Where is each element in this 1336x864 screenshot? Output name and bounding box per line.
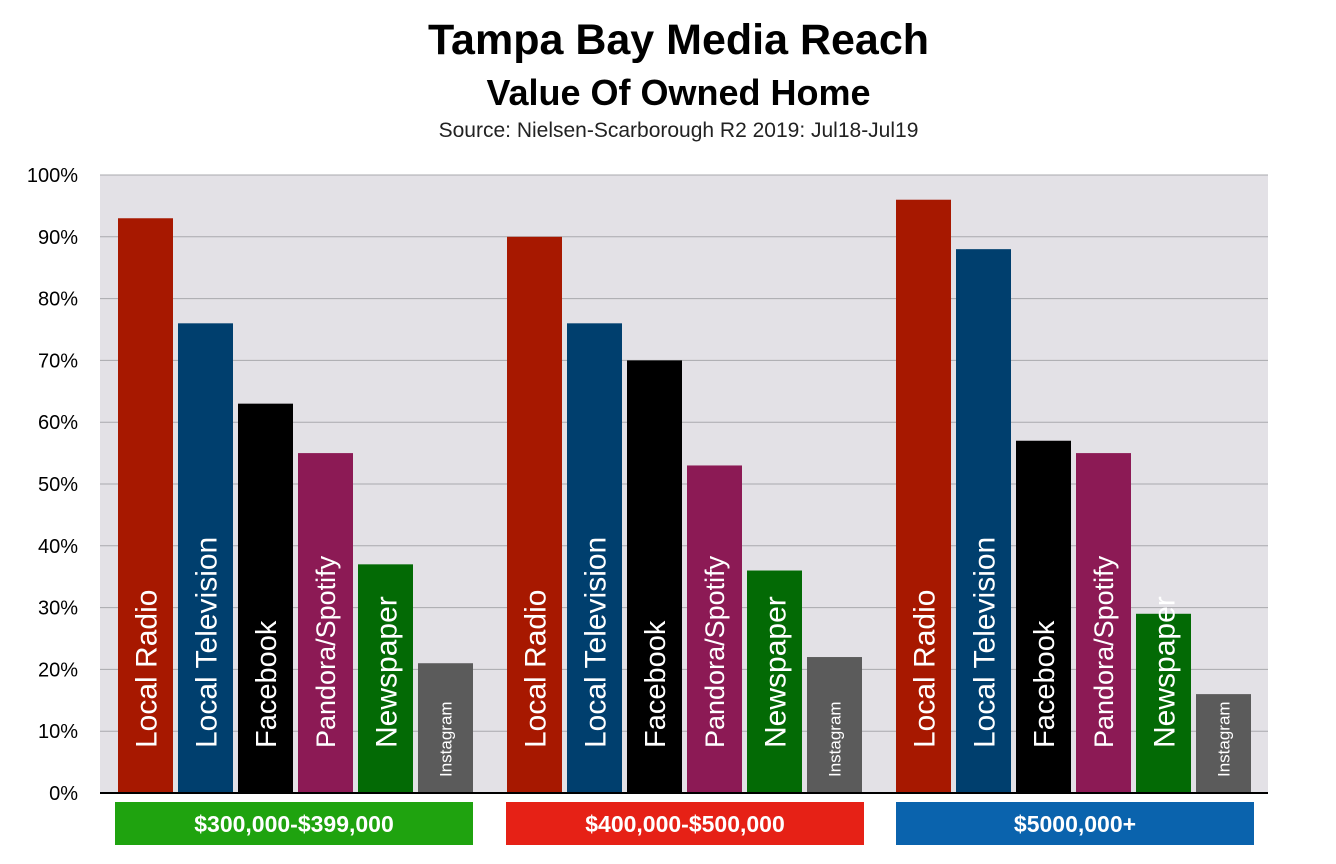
- y-tick-label: 10%: [38, 721, 78, 743]
- category-label-box: $400,000-$500,000: [506, 802, 864, 845]
- bar: [687, 465, 742, 793]
- y-tick-label: 100%: [27, 165, 78, 187]
- bar: [178, 323, 233, 793]
- bar: [507, 236, 562, 794]
- y-tick-label: 20%: [38, 659, 78, 681]
- bar-label: Newspaper: [370, 596, 403, 748]
- bar: [238, 403, 293, 793]
- bar: [896, 199, 951, 794]
- y-tick-label: 30%: [38, 598, 78, 620]
- bar: [118, 218, 173, 793]
- chart-source: Source: Nielsen-Scarborough R2 2019: Jul…: [438, 119, 919, 142]
- category-label: $400,000-$500,000: [585, 811, 785, 837]
- bar-label: Local Television: [190, 537, 223, 748]
- category-label-box: $5000,000+: [896, 802, 1254, 845]
- y-tick-label: 0%: [49, 783, 78, 805]
- bar-label: Instagram: [826, 701, 845, 777]
- category-box: [115, 802, 473, 845]
- bar: [1136, 613, 1191, 793]
- y-tick-label: 90%: [38, 227, 78, 249]
- y-tick-label: 60%: [38, 412, 78, 434]
- category-box: [896, 802, 1254, 845]
- bar: [747, 570, 802, 793]
- bar-label: Local Radio: [519, 590, 552, 748]
- y-tick-label: 70%: [38, 350, 78, 372]
- y-tick-label: 50%: [38, 474, 78, 496]
- category-label-box: $300,000-$399,000: [115, 802, 473, 845]
- bar: [358, 564, 413, 793]
- bar: [627, 360, 682, 793]
- chart-title: Tampa Bay Media Reach: [427, 16, 930, 64]
- bar-label: Instagram: [1215, 701, 1234, 777]
- bar: [1076, 453, 1131, 793]
- chart-subtitle: Value Of Owned Home: [486, 72, 871, 113]
- bar: [567, 323, 622, 793]
- category-label: $300,000-$399,000: [194, 811, 394, 837]
- bar: [1196, 694, 1251, 793]
- bar-label: Newspaper: [759, 596, 792, 748]
- bar: [1016, 440, 1071, 793]
- bar: [956, 249, 1011, 793]
- bar-label: Instagram: [437, 701, 456, 777]
- bar-label: Pandora/Spotify: [311, 555, 341, 748]
- bar: [807, 657, 862, 793]
- category-label: $5000,000+: [1014, 811, 1136, 837]
- bar-label: Facebook: [1029, 620, 1061, 748]
- bar-label: Pandora/Spotify: [700, 555, 730, 748]
- bar-label: Local Television: [579, 537, 612, 748]
- bar-label: Newspaper: [1148, 596, 1181, 748]
- bar: [418, 663, 473, 793]
- bar-label: Local Television: [968, 537, 1001, 748]
- bar-label: Pandora/Spotify: [1089, 555, 1119, 748]
- bar-label: Facebook: [251, 620, 283, 748]
- y-tick-label: 80%: [38, 289, 78, 311]
- bar-label: Facebook: [640, 620, 672, 748]
- y-tick-label: 40%: [38, 536, 78, 558]
- bar-label: Local Radio: [130, 590, 163, 748]
- category-box: [506, 802, 864, 845]
- bar: [298, 453, 353, 793]
- bar-label: Local Radio: [908, 590, 941, 748]
